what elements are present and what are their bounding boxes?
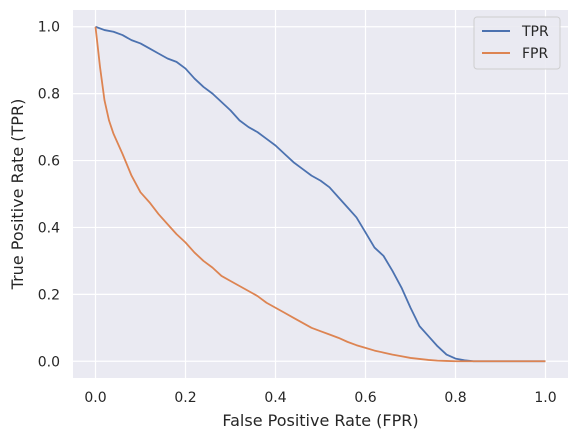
y-tick-label: 1.0: [38, 20, 60, 36]
x-tick-label: 1.0: [534, 390, 556, 406]
x-tick-label: 0.6: [354, 390, 376, 406]
x-tick-label: 0.8: [444, 390, 466, 406]
y-tick-labels: 0.0 0.2 0.4 0.6 0.8 1.0: [38, 20, 60, 371]
y-tick-label: 0.4: [38, 220, 60, 236]
y-axis-label: True Positive Rate (TPR): [8, 99, 27, 291]
y-tick-label: 0.2: [38, 287, 60, 303]
x-tick-label: 0.0: [84, 390, 106, 406]
legend: TPR FPR: [473, 16, 561, 70]
x-tick-label: 0.2: [174, 390, 196, 406]
x-tick-label: 0.4: [264, 390, 286, 406]
series-lines: [94, 25, 546, 363]
plot-area: [73, 10, 568, 378]
x-tick-labels: 0.0 0.2 0.4 0.6 0.8 1.0: [84, 390, 556, 406]
y-tick-label: 0.0: [38, 354, 60, 370]
series-line-fpr: [94, 26, 546, 363]
grid: [73, 10, 568, 378]
y-tick-label: 0.6: [38, 154, 60, 170]
legend-label-tpr: TPR: [521, 24, 549, 40]
legend-label-fpr: FPR: [522, 46, 548, 62]
y-tick-label: 0.8: [38, 87, 60, 103]
x-axis-label: False Positive Rate (FPR): [222, 411, 418, 430]
series-line-tpr: [95, 25, 546, 363]
